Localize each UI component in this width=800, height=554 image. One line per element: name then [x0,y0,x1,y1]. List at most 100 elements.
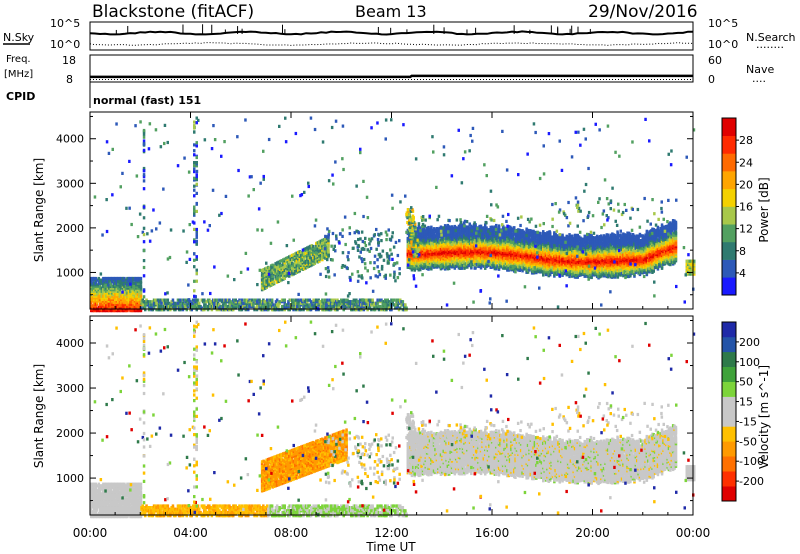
power-cell [519,261,523,265]
power-cell [460,263,463,267]
power-cell [587,249,591,253]
power-cell [615,258,618,262]
power-cell [593,251,596,255]
power-cell [594,244,597,248]
power-cell [557,239,560,243]
power-cell [482,253,486,257]
power-cell [637,250,640,254]
power-cell [600,253,603,257]
power-cell [669,247,672,251]
power-cell [493,265,497,269]
power-cell [529,249,533,253]
power-cell [449,259,452,263]
power-cell [460,234,463,238]
power-cell [486,249,490,253]
power-cell [553,253,556,257]
power-cell [569,262,573,266]
power-cell [660,233,664,237]
power-cell [586,263,589,267]
power-cell [674,249,678,253]
power-cell [441,247,444,251]
power-cell [655,249,658,253]
power-cell [591,253,595,257]
power-cell [506,226,509,230]
power-cell [493,260,497,264]
power-cell [489,241,492,245]
power-cell [472,237,476,241]
power-cell [564,251,567,255]
power-cell [475,262,479,266]
power-cell [448,254,451,258]
power-cell [496,234,499,238]
power-cell [510,228,513,232]
power-cell [573,235,577,239]
power-cell [515,232,519,236]
power-cell [535,238,538,243]
power-cell [533,248,537,252]
power-cell [513,248,516,252]
power-cell [434,247,437,251]
power-cell [569,270,573,274]
power-cell [609,251,613,255]
power-cell [489,257,492,261]
power-cell [651,253,654,257]
power-cell [667,256,671,260]
power-cell [438,260,441,264]
power-cell [642,253,646,257]
power-cell [670,232,673,236]
power-cell [411,214,415,218]
power-cell [580,247,584,251]
power-cell [553,252,556,256]
power-cell [571,247,574,251]
power-cell [515,248,519,252]
power-cell [431,246,434,250]
power-cell [506,233,509,237]
power-cell [667,249,671,253]
power-cell [416,228,419,232]
power-cell [561,262,564,266]
power-cell [449,226,452,230]
power-cell [471,240,474,244]
power-cell [590,240,593,244]
power-cell [665,240,668,245]
power-cell [532,249,535,253]
power-cell [519,243,523,247]
power-cell [573,261,577,265]
power-cell [690,272,693,276]
power-cell [481,257,484,261]
power-cell [472,236,476,240]
power-cell [453,244,457,248]
power-cell [553,237,556,241]
power-cell [637,242,640,246]
power-cell [453,242,457,246]
power-cell [443,230,447,234]
power-cell [550,245,553,249]
power-cell [537,246,541,250]
power-cell [427,243,430,247]
power-cell [492,263,495,267]
power-cell [91,304,94,308]
power-cell [537,254,541,258]
power-cell [543,249,546,253]
power-cell [417,241,421,245]
power-cell [577,235,581,239]
power-cell [526,232,530,236]
power-cell [608,263,611,268]
power-cell [590,248,593,252]
power-cell [507,263,510,267]
power-cell [467,233,470,237]
power-cell [594,252,597,256]
power-cell [414,253,417,257]
power-cell [497,248,501,252]
power-cell [658,232,661,236]
power-cell [529,233,533,237]
power-cell [474,223,477,227]
power-cell [468,251,472,255]
power-cell [546,236,549,240]
power-cell [532,258,535,262]
power-cell [468,238,472,242]
power-cell [456,252,459,256]
power-cell [427,229,430,233]
power-cell [554,247,557,251]
power-cell [409,229,412,233]
